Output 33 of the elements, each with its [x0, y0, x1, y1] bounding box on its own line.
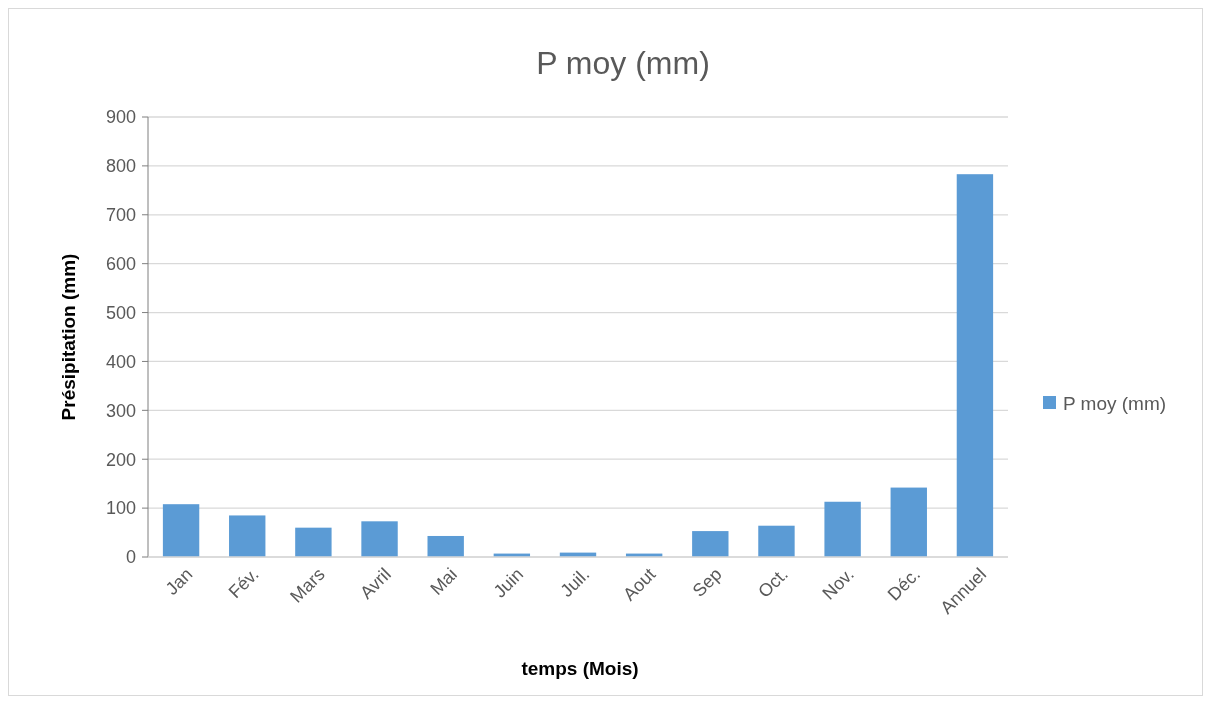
- x-tick-label: Nov.: [818, 564, 858, 604]
- y-tick-label: 200: [105, 449, 136, 470]
- y-tick-label: 600: [105, 253, 136, 274]
- y-tick-label: 900: [105, 107, 136, 128]
- y-tick-label: 800: [105, 156, 136, 177]
- x-tick-label: Juin: [489, 564, 528, 602]
- y-axis-title: Présipitation (mm): [58, 253, 79, 421]
- y-tick-label: 100: [105, 498, 136, 519]
- x-tick-label: Sep: [688, 564, 726, 601]
- y-tick-label: 500: [105, 302, 136, 323]
- x-tick-label: Oct.: [754, 564, 792, 602]
- y-tick-label: 700: [105, 205, 136, 226]
- x-tick-label: Déc.: [883, 564, 925, 605]
- bar: [162, 504, 200, 557]
- y-tick-label: 300: [105, 400, 136, 421]
- x-tick-label: Juil.: [556, 564, 594, 601]
- bar: [890, 487, 927, 557]
- y-tick-label: 0: [125, 547, 136, 568]
- bar: [758, 525, 795, 557]
- x-tick-label: Fév.: [224, 564, 263, 603]
- bar: [229, 515, 266, 557]
- bar: [427, 535, 464, 557]
- bar: [824, 501, 861, 557]
- x-tick-label: Mai: [426, 564, 461, 599]
- x-tick-label: Jan: [161, 564, 197, 599]
- chart-title: P moy (mm): [536, 45, 710, 81]
- bar: [692, 531, 729, 557]
- bar: [361, 521, 398, 557]
- legend-label: P moy (mm): [1063, 392, 1167, 414]
- y-tick-label: 400: [105, 351, 136, 372]
- bar: [956, 174, 994, 557]
- bar: [295, 527, 332, 557]
- x-axis-title: temps (Mois): [521, 658, 639, 679]
